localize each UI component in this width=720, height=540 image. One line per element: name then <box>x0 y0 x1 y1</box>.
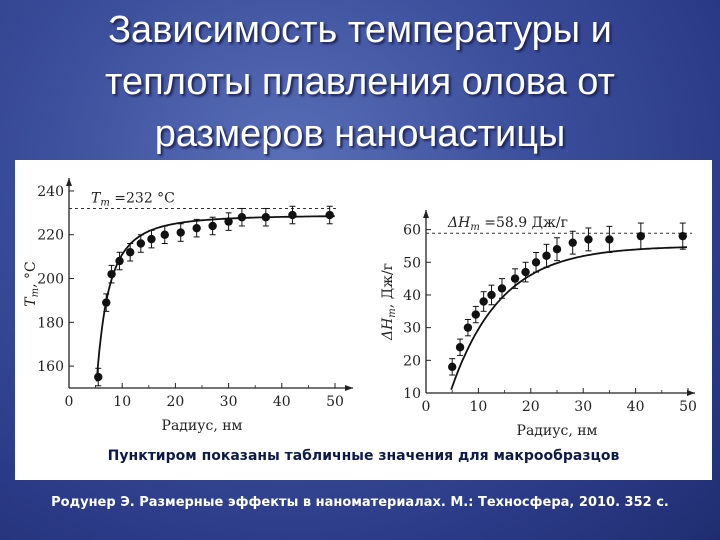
y-tick-label: 180 <box>37 315 64 331</box>
data-point <box>261 213 271 222</box>
y-tick-label: 10 <box>403 386 421 402</box>
data-point <box>568 238 577 247</box>
data-point <box>531 258 541 267</box>
data-point <box>147 234 156 244</box>
data-point <box>678 231 687 241</box>
data-point <box>463 323 473 332</box>
y-tick-label: 160 <box>37 359 64 375</box>
data-point <box>479 297 488 306</box>
data-point <box>471 310 480 319</box>
y-axis-label: ΔHm, Дж/г <box>380 263 398 341</box>
x-tick-label: 20 <box>522 399 540 415</box>
data-point <box>552 245 562 254</box>
y-tick-label: 20 <box>403 353 421 369</box>
data-point <box>107 269 116 279</box>
data-point <box>584 235 593 244</box>
data-point <box>521 267 530 277</box>
x-axis-arrow <box>345 385 353 391</box>
fit-curve <box>450 246 687 390</box>
x-axis-arrow <box>687 390 695 396</box>
data-point <box>288 210 297 220</box>
y-tick-label: 40 <box>403 288 421 304</box>
data-point <box>136 239 146 248</box>
reference-label: ΔHm =58.9 Дж/г <box>447 215 568 233</box>
data-point <box>224 217 233 226</box>
data-point <box>497 284 507 293</box>
chart-tm: 0 10 20 30 40 50 160 180 200 220 240 Радиус, нм Tm, … <box>23 178 353 434</box>
x-tick-label: 0 <box>65 394 74 410</box>
data-point <box>487 290 496 300</box>
data-point <box>325 210 334 220</box>
data-point <box>160 230 169 239</box>
title-line-2: теплоты плавления олова от <box>105 61 615 103</box>
x-axis-label: Радиус, нм <box>162 418 243 434</box>
data-point <box>208 221 217 231</box>
y-tick-label: 50 <box>403 255 421 271</box>
x-axis-label: Радиус, нм <box>517 423 598 439</box>
data-point <box>636 231 646 241</box>
y-tick-label: 200 <box>37 272 64 288</box>
y-axis-label: Tm, °C <box>23 261 41 306</box>
fit-curve <box>95 215 335 382</box>
figure-caption: Пунктиром показаны табличные значения дл… <box>107 448 620 464</box>
data-point <box>115 256 124 266</box>
x-tick-label: 20 <box>166 394 184 410</box>
data-point <box>605 235 614 244</box>
x-tick-label: 50 <box>679 399 697 415</box>
data-point <box>510 274 520 283</box>
x-tick-label: 30 <box>574 399 592 415</box>
source-citation: Родунер Э. Размерные эффекты в наноматер… <box>51 495 669 510</box>
x-tick-label: 40 <box>273 394 291 410</box>
y-tick-label: 220 <box>37 228 64 244</box>
data-point <box>448 362 457 372</box>
y-axis-arrow <box>423 210 429 218</box>
x-tick-label: 30 <box>220 394 238 410</box>
x-tick-label: 40 <box>627 399 645 415</box>
x-tick-label: 50 <box>326 394 344 410</box>
figure-panel: 0 10 20 30 40 50 160 180 200 220 240 Радиус, нм Tm, … <box>15 160 712 480</box>
data-point <box>125 248 135 257</box>
x-tick-label: 10 <box>469 399 487 415</box>
data-point <box>176 228 185 237</box>
title-line-3: размеров наночастицы <box>154 113 566 155</box>
x-tick-label: 0 <box>422 399 431 415</box>
y-tick-label: 240 <box>37 184 64 200</box>
reference-label: Tm =232 °C <box>91 190 175 208</box>
data-point <box>94 372 103 382</box>
y-tick-label: 30 <box>403 321 421 337</box>
y-tick-label: 60 <box>403 223 421 239</box>
data-point <box>542 251 551 260</box>
data-point <box>455 343 465 352</box>
data-point <box>102 298 111 307</box>
data-point <box>192 223 201 233</box>
title-line-1: Зависимость температуры и <box>108 9 612 51</box>
y-axis-arrow <box>66 178 72 186</box>
x-tick-label: 10 <box>113 394 131 410</box>
slide-title: Зависимость температуры и теплоты плавле… <box>0 4 720 160</box>
data-point <box>237 213 247 222</box>
